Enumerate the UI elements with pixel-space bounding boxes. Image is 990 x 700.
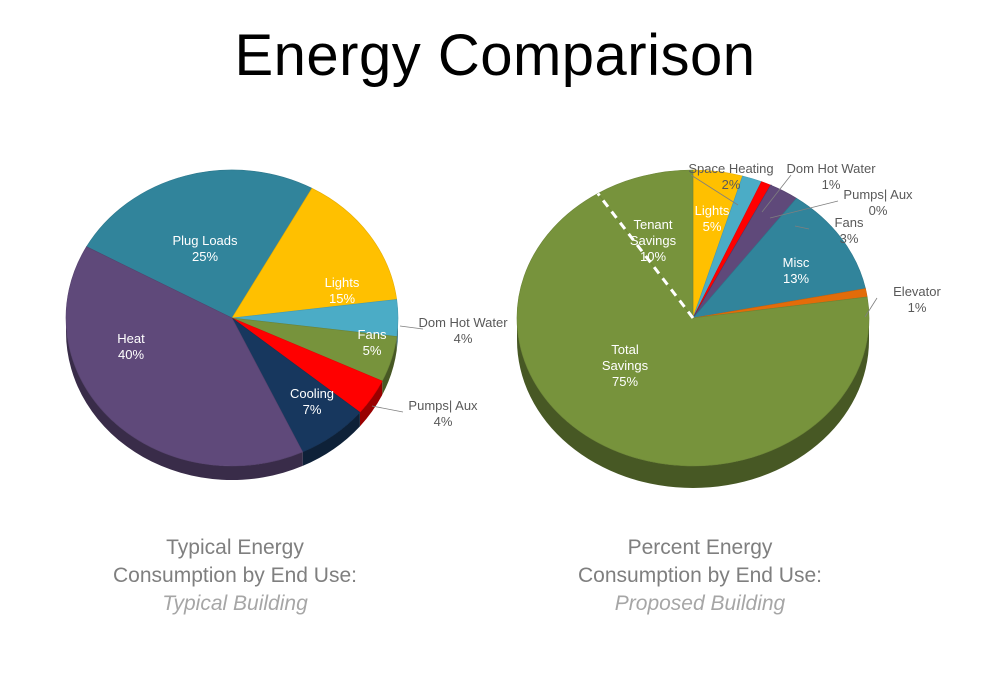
pie-side-cooling xyxy=(302,412,360,466)
page-title: Energy Comparison xyxy=(234,23,756,88)
pie-slice-lights xyxy=(231,187,398,319)
pie-slices-0 xyxy=(65,169,399,467)
slice-label-total-savings: Total Savings 75% xyxy=(602,342,649,389)
slice-label-fans: Fans 3% xyxy=(835,215,864,246)
caption-proposed-line-1: Percent Energy xyxy=(627,536,773,559)
slice-label-elevator: Elevator 1% xyxy=(893,284,941,315)
slice-label-dom-hot-water: Dom Hot Water 1% xyxy=(786,161,876,192)
leader-line-pumps-aux xyxy=(769,200,839,219)
slice-label-pumps-aux: Pumps| Aux 4% xyxy=(408,398,478,429)
slice-label-heat: Heat 40% xyxy=(117,331,145,362)
leader-line-space-heating xyxy=(690,174,739,206)
slice-label-lights: Lights 5% xyxy=(695,203,730,234)
caption-typical-sub: Typical Building xyxy=(162,592,308,615)
pie-slice-tenant-savings xyxy=(597,169,694,319)
leader-line-elevator xyxy=(864,297,878,318)
pie-slice-heat xyxy=(65,246,304,467)
caption-proposed-sub: Proposed Building xyxy=(614,592,786,615)
caption-typical-line-2: Consumption by End Use: xyxy=(113,564,357,587)
slice-label-lights: Lights 15% xyxy=(325,275,360,306)
pie-slices-1 xyxy=(516,169,870,467)
slice-label-tenant-savings: Tenant Savings 10% xyxy=(630,217,677,264)
pie-slice-misc xyxy=(692,197,866,319)
caption-typical: Typical Energy Consumption by End Use: T… xyxy=(35,534,435,618)
pie-labels-0: Plug Loads 25% Lights 15% Dom Hot Water 4% Fan… xyxy=(117,233,508,429)
slice-label-fans: Fans 5% xyxy=(358,327,387,358)
slice-label-misc: Misc 13% xyxy=(783,255,810,286)
slice-label-space-heating: Space Heating 2% xyxy=(688,161,773,192)
leader-line-fans xyxy=(794,225,810,230)
leader-line-dom-hot-water xyxy=(761,174,792,213)
caption-typical-line-1: Typical Energy xyxy=(166,536,304,559)
pie-labels-1: Lights 5% Space Heating 2% Dom Hot Water 1%Pu… xyxy=(602,161,942,389)
pie-chart-typical: Plug Loads 25% Lights 15% Dom Hot Water 4% Fan… xyxy=(65,169,508,481)
slice-label-cooling: Cooling 7% xyxy=(290,386,334,417)
pie-side-fans xyxy=(382,336,397,396)
slice-label-dom-hot-water: Dom Hot Water 4% xyxy=(418,315,508,346)
pie-side-pumps-aux xyxy=(359,381,383,427)
caption-proposed-line-2: Consumption by End Use: xyxy=(578,564,822,587)
savings-divider xyxy=(596,192,695,319)
leader-line-pumps-aux xyxy=(371,405,404,413)
pie-side-walls-0 xyxy=(66,318,398,481)
pie-side-heat xyxy=(66,318,303,481)
slice-label-plug-loads: Plug Loads 25% xyxy=(172,233,238,264)
pie-slice-plug-loads xyxy=(86,169,313,319)
pie-slice-total-savings xyxy=(516,193,870,467)
caption-proposed: Percent Energy Consumption by End Use: P… xyxy=(500,534,900,618)
leader-line-dom-hot-water xyxy=(399,325,424,330)
pie-chart-proposed: Lights 5% Space Heating 2% Dom Hot Water 1%Pu… xyxy=(516,161,942,488)
slice-label-pumps-aux: Pumps| Aux 0% xyxy=(843,187,913,218)
pie-side-dom-hot-water xyxy=(396,318,398,351)
